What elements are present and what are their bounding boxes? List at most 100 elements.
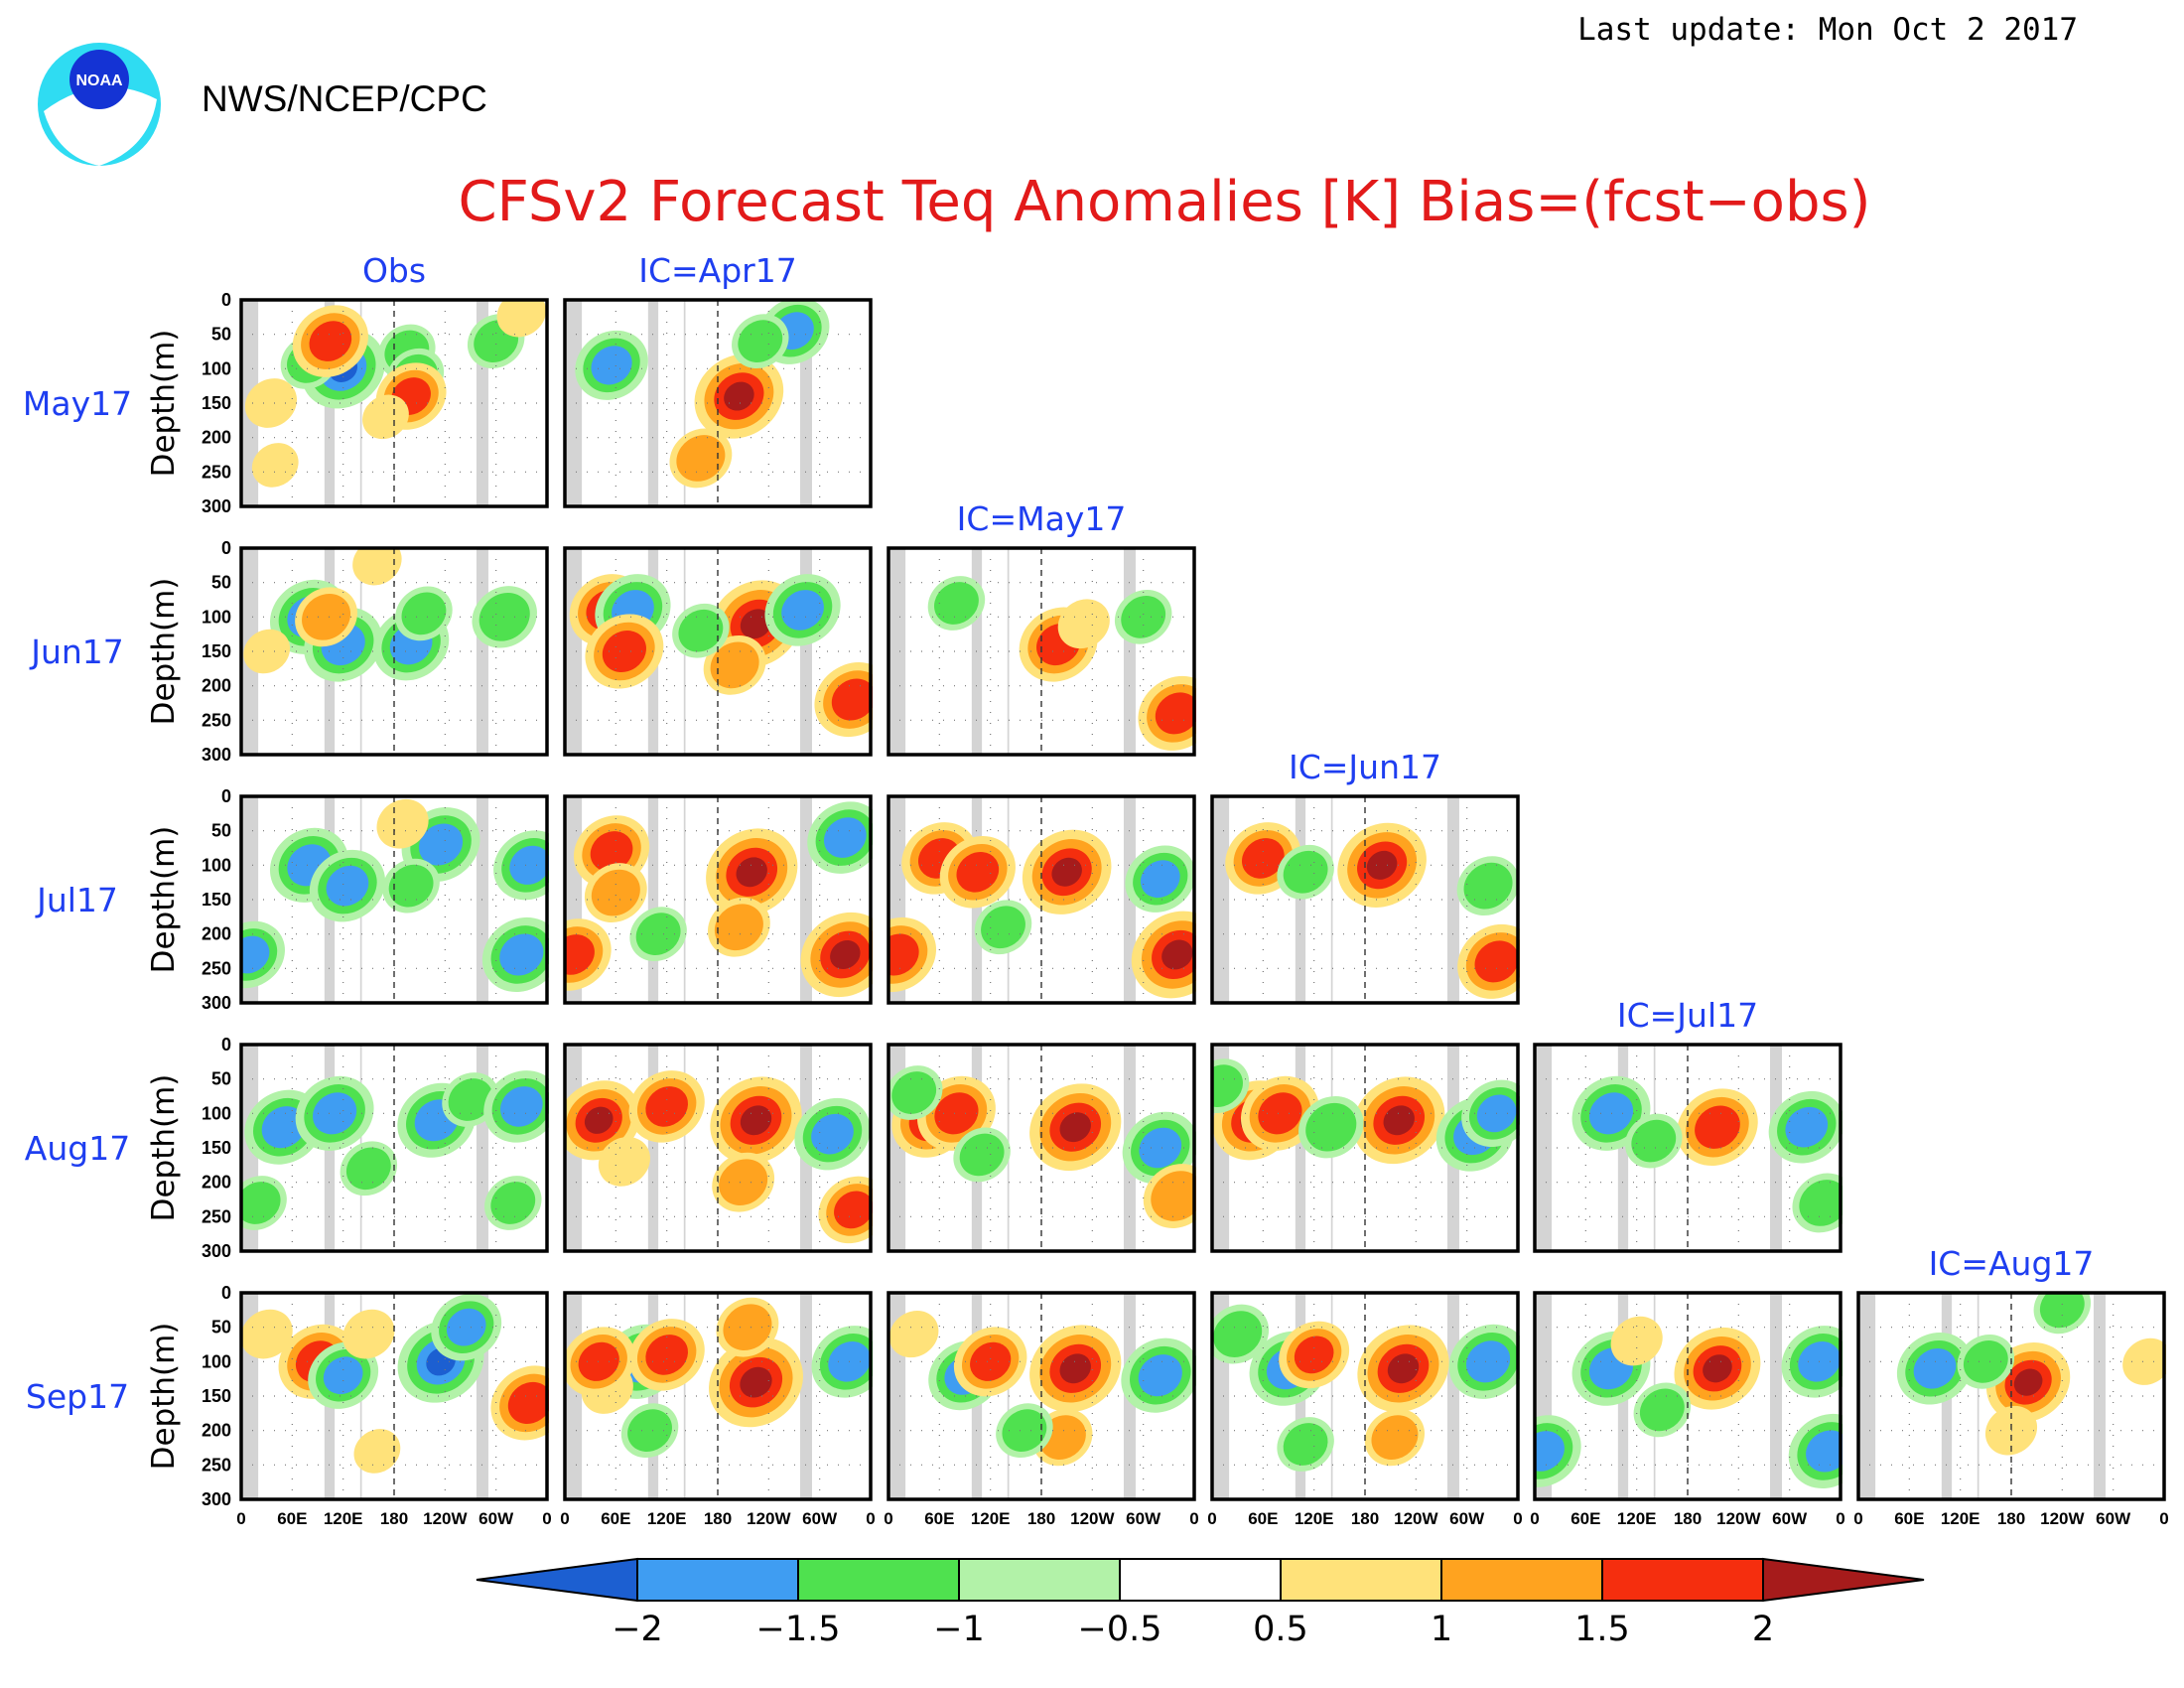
- last-update: Last update: Mon Oct 2 2017: [1577, 12, 2078, 48]
- logo-text: NOAA: [75, 72, 123, 89]
- column-label: IC=Jun17: [1289, 748, 1441, 786]
- anomaly-blob: [764, 574, 841, 646]
- y-tick-label: 0: [221, 786, 231, 806]
- anomaly-blob: [1022, 829, 1112, 914]
- heatmap-panel: [563, 1043, 873, 1253]
- anomaly-blob: [565, 1080, 641, 1161]
- y-tick-label: 50: [211, 573, 231, 593]
- y-tick-label: 150: [202, 1138, 231, 1158]
- anomaly-blob: [1212, 1058, 1250, 1113]
- x-tick-label: 0: [1836, 1509, 1844, 1528]
- x-tick-label: 0: [884, 1509, 892, 1528]
- heatmap-panel: [1210, 1043, 1520, 1253]
- anomaly-blob: [292, 305, 368, 377]
- anomaly-blob: [1353, 1076, 1445, 1165]
- anomaly-blob: [1896, 1333, 1974, 1405]
- anomaly-blob: [431, 1293, 502, 1361]
- y-tick-label: 150: [202, 890, 231, 910]
- heatmap-panel: [1210, 1291, 1520, 1501]
- panel-frame: [563, 298, 873, 508]
- x-tick-label: 0: [1513, 1509, 1522, 1528]
- anomaly-blob: [484, 1176, 542, 1230]
- x-tick-label: 180: [1997, 1509, 2025, 1528]
- anomaly-blob: [1357, 1325, 1449, 1413]
- anomaly-blob: [481, 916, 549, 993]
- colorbar-segment: [1280, 1558, 1442, 1602]
- colorbar-segment: [1119, 1558, 1282, 1602]
- panel-frame: [239, 298, 549, 508]
- anomaly-blob: [340, 1141, 398, 1196]
- y-tick-label: 50: [211, 1069, 231, 1089]
- anomaly-blob: [2122, 1337, 2166, 1385]
- anomaly-blob: [672, 603, 730, 658]
- x-tick-label: 0: [236, 1509, 245, 1528]
- y-tick-label: 300: [202, 496, 231, 516]
- panel-frame: [887, 794, 1196, 1005]
- y-axis-label: Depth(m): [146, 578, 182, 726]
- anomaly-blob: [1212, 1304, 1270, 1364]
- colorbar: −2 −1.5 −1 −0.5 0.5 1 1.5 2: [476, 1557, 1925, 1649]
- anomaly-blob: [244, 378, 298, 428]
- anomaly-blob: [927, 576, 986, 631]
- anomaly-blob: [1277, 844, 1334, 900]
- anomaly-blob: [1364, 1408, 1426, 1467]
- y-tick-label: 250: [202, 958, 231, 978]
- anomaly-blob: [628, 1319, 705, 1391]
- land-band: [1007, 548, 1010, 755]
- y-tick-label: 250: [202, 1455, 231, 1475]
- x-tick-label: 180: [380, 1509, 408, 1528]
- anomaly-blob: [974, 900, 1032, 955]
- heatmap-panel: [239, 1291, 549, 1501]
- anomaly-blob: [706, 828, 798, 916]
- y-tick-label: 300: [202, 745, 231, 765]
- anomaly-blob: [295, 1075, 374, 1151]
- anomaly-blob: [1768, 1090, 1843, 1164]
- anomaly-blob: [710, 1076, 802, 1165]
- row-label: May17: [23, 384, 132, 423]
- panel-frame: [1210, 1043, 1520, 1253]
- land-band: [566, 548, 583, 755]
- anomaly-blob: [575, 330, 648, 400]
- anomaly-blob: [585, 614, 664, 689]
- x-tick-label: 60E: [1248, 1509, 1278, 1528]
- anomaly-blob: [362, 394, 409, 440]
- land-band: [683, 796, 686, 1003]
- x-tick-label: 0: [1853, 1509, 1862, 1528]
- x-tick-label: 0: [2159, 1509, 2168, 1528]
- anomaly-blob: [584, 863, 647, 922]
- y-tick-label: 100: [202, 358, 231, 378]
- y-tick-label: 0: [221, 290, 231, 310]
- land-band: [889, 548, 906, 755]
- y-tick-label: 250: [202, 710, 231, 730]
- heatmap-panel: [1210, 794, 1520, 1005]
- x-tick-label: 120E: [647, 1509, 687, 1528]
- y-tick-label: 100: [202, 855, 231, 875]
- heatmap-panel: [563, 794, 873, 1005]
- anomaly-blob: [807, 801, 873, 874]
- y-tick-label: 150: [202, 1386, 231, 1406]
- x-tick-label: 180: [704, 1509, 732, 1528]
- chart-title: CFSv2 Forecast Teq Anomalies [K] Bias=(f…: [458, 170, 1870, 234]
- colorbar-label: 2: [1752, 1610, 1774, 1649]
- column-label: IC=Aug17: [1929, 1244, 2095, 1283]
- anomaly-blob: [308, 1341, 379, 1409]
- y-tick-label: 0: [221, 538, 231, 558]
- y-tick-label: 50: [211, 325, 231, 345]
- panel-frame: [1533, 1291, 1843, 1501]
- y-tick-label: 50: [211, 821, 231, 841]
- y-tick-label: 200: [202, 1421, 231, 1441]
- colorbar-segment: [797, 1558, 960, 1602]
- colorbar-label: 1.5: [1574, 1610, 1630, 1649]
- x-tick-label: 60E: [601, 1509, 630, 1528]
- anomaly-blob: [1240, 1075, 1319, 1151]
- anomaly-blob: [598, 1137, 650, 1187]
- y-tick-label: 100: [202, 1103, 231, 1123]
- anomaly-blob: [1277, 1417, 1334, 1472]
- anomaly-blob: [1448, 1324, 1520, 1399]
- y-tick-label: 300: [202, 1489, 231, 1509]
- panel-frame: [239, 794, 549, 1005]
- land-band: [1536, 1045, 1553, 1251]
- noaa-logo: NOAA: [38, 43, 161, 166]
- anomaly-blob: [712, 1152, 775, 1212]
- anomaly-blob: [352, 548, 402, 586]
